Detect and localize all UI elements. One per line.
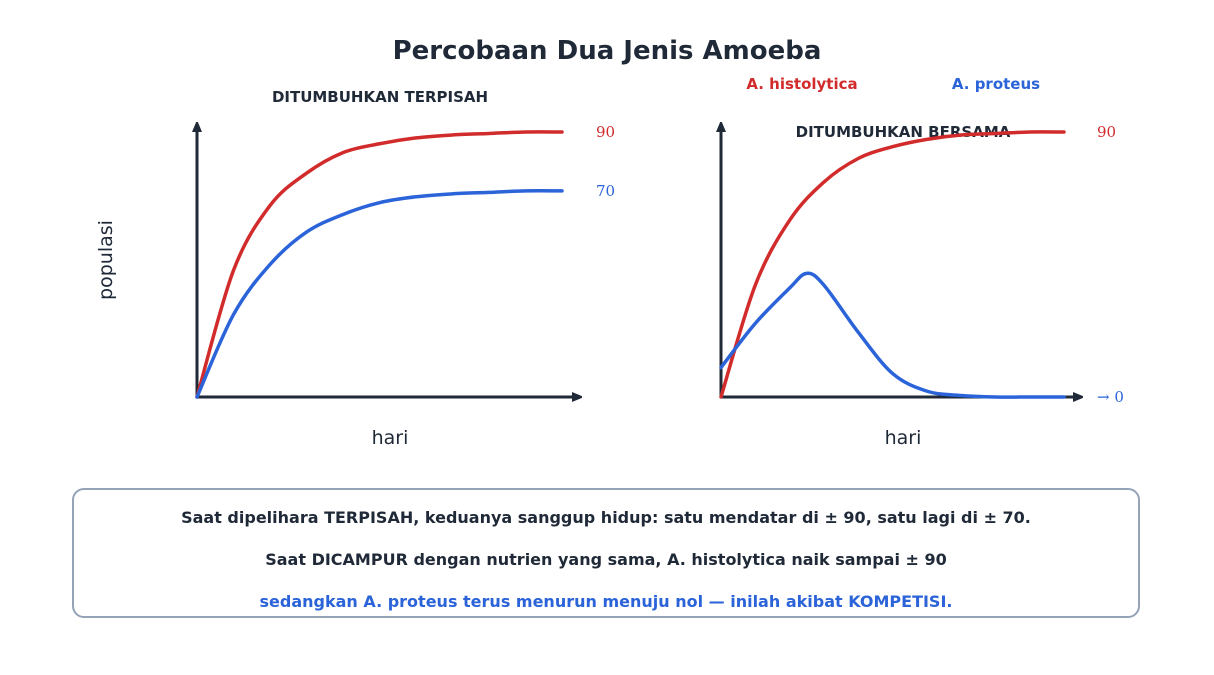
caption-box: Saat dipelihara TERPISAH, keduanya sangg… [72,488,1140,618]
end-label-histolytica-2: 90 [1097,123,1116,141]
x-axis-label-1: hari [372,427,409,449]
chart-title-1: DITUMBUHKAN TERPISAH [272,88,488,106]
end-label-histolytica-1: 90 [596,123,615,141]
legend-proteus: A. proteus [952,75,1040,93]
y-axis-label: populasi [95,220,117,300]
legend-histolytica: A. histolytica [746,75,857,93]
series-proteus-line-2 [719,271,1066,399]
page-title: Percobaan Dua Jenis Amoeba [392,36,822,66]
end-label-proteus-1: 70 [596,182,615,200]
charts-svg: DITUMBUHKAN TERPISAH hari populasi 90 70 DITU… [95,75,1124,449]
chart-title-2: DITUMBUHKAN BERSAMA [796,123,1011,141]
x-axis-label-2: hari [885,427,922,449]
caption-line-2: Saat DICAMPUR dengan nutrien yang sama, … [265,550,947,569]
series-histolytica-line-2 [719,130,1066,399]
caption-line-1: Saat dipelihara TERPISAH, keduanya sangg… [181,508,1031,527]
series-proteus-line-1 [195,189,564,399]
end-label-proteus-2: → 0 [1097,388,1124,406]
caption-line-3: sedangkan A. proteus terus menurun menuj… [259,592,953,611]
series-histolytica-line-1 [195,130,564,399]
